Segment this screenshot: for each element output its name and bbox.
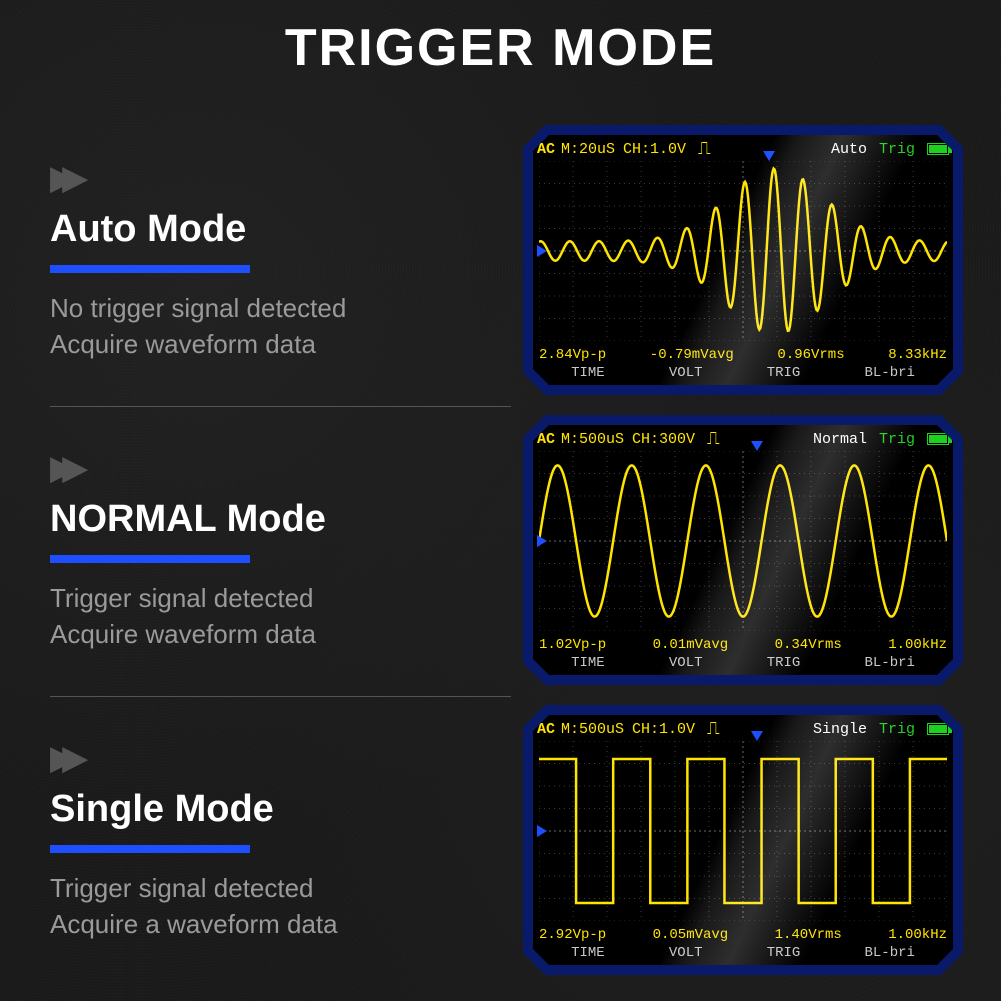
- scope-status-bar: AC M:500uS CH:300V ⎍ Normal Trig: [537, 429, 949, 449]
- menu-row: TIMEVOLTTRIGBL-bri: [539, 655, 947, 671]
- coupling-label: AC: [537, 431, 555, 448]
- menu-row: TIMEVOLTTRIGBL-bri: [539, 945, 947, 961]
- zero-marker-icon: [537, 245, 547, 257]
- zero-marker-icon: [537, 535, 547, 547]
- underline: [50, 845, 250, 853]
- measurements-row: 2.84Vp-p-0.79mVavg0.96Vrms8.33kHz: [539, 347, 947, 363]
- channel-label: CH:1.0V: [632, 721, 695, 738]
- mode-title: Single Mode: [50, 788, 500, 831]
- channel-label: CH:300V: [632, 431, 695, 448]
- coupling-label: AC: [537, 141, 555, 158]
- scope-frame: AC M:20uS CH:1.0V ⎍ Auto Trig 2.84Vp-p-0…: [523, 125, 963, 395]
- scope-grid: [539, 741, 947, 921]
- trigger-mode-label: Normal: [813, 431, 867, 448]
- trigger-mode-label: Single: [813, 721, 867, 738]
- trig-label: Trig: [879, 431, 915, 448]
- mode-row-auto: ▶▶ Auto Mode No trigger signal detected …: [0, 120, 1001, 400]
- oscilloscope-auto: AC M:20uS CH:1.0V ⎍ Auto Trig 2.84Vp-p-0…: [523, 125, 963, 395]
- mode-description: Trigger signal detected Acquire a wavefo…: [50, 871, 500, 941]
- mode-row-single: ▶▶ Single Mode Trigger signal detected A…: [0, 700, 1001, 980]
- divider: [50, 406, 511, 407]
- scope-grid: [539, 161, 947, 341]
- scope-status-bar: AC M:500uS CH:1.0V ⎍ Single Trig: [537, 719, 949, 739]
- trig-label: Trig: [879, 721, 915, 738]
- underline: [50, 265, 250, 273]
- trig-label: Trig: [879, 141, 915, 158]
- timebase-label: M:500uS: [561, 721, 624, 738]
- edge-icon: ⎍: [698, 139, 711, 160]
- timebase-label: M:20uS: [561, 141, 615, 158]
- trigger-mode-label: Auto: [831, 141, 867, 158]
- channel-label: CH:1.0V: [623, 141, 686, 158]
- menu-row: TIMEVOLTTRIGBL-bri: [539, 365, 947, 381]
- mode-title: Auto Mode: [50, 208, 500, 251]
- scope-screen: AC M:500uS CH:300V ⎍ Normal Trig 1.02Vp-…: [533, 425, 953, 675]
- scope-screen: AC M:500uS CH:1.0V ⎍ Single Trig 2.92Vp-…: [533, 715, 953, 965]
- trigger-marker-icon: [751, 731, 763, 741]
- scope-screen: AC M:20uS CH:1.0V ⎍ Auto Trig 2.84Vp-p-0…: [533, 135, 953, 385]
- oscilloscope-normal: AC M:500uS CH:300V ⎍ Normal Trig 1.02Vp-…: [523, 415, 963, 685]
- mode-title: NORMAL Mode: [50, 498, 500, 541]
- mode-row-normal: ▶▶ NORMAL Mode Trigger signal detected A…: [0, 410, 1001, 690]
- mode-description: Trigger signal detected Acquire waveform…: [50, 581, 500, 651]
- timebase-label: M:500uS: [561, 431, 624, 448]
- oscilloscope-single: AC M:500uS CH:1.0V ⎍ Single Trig 2.92Vp-…: [523, 705, 963, 975]
- battery-icon: [927, 723, 949, 735]
- page-title: TRIGGER MODE: [0, 18, 1001, 78]
- battery-icon: [927, 433, 949, 445]
- measurements-row: 2.92Vp-p0.05mVavg1.40Vrms1.00kHz: [539, 927, 947, 943]
- zero-marker-icon: [537, 825, 547, 837]
- scope-frame: AC M:500uS CH:300V ⎍ Normal Trig 1.02Vp-…: [523, 415, 963, 685]
- scope-status-bar: AC M:20uS CH:1.0V ⎍ Auto Trig: [537, 139, 949, 159]
- forward-icon: ▶▶: [50, 738, 500, 778]
- trigger-marker-icon: [763, 151, 775, 161]
- trigger-marker-icon: [751, 441, 763, 451]
- scope-grid: [539, 451, 947, 631]
- coupling-label: AC: [537, 721, 555, 738]
- underline: [50, 555, 250, 563]
- mode-description: No trigger signal detected Acquire wavef…: [50, 291, 500, 361]
- edge-icon: ⎍: [707, 429, 720, 450]
- battery-icon: [927, 143, 949, 155]
- edge-icon: ⎍: [707, 719, 720, 740]
- forward-icon: ▶▶: [50, 448, 500, 488]
- scope-frame: AC M:500uS CH:1.0V ⎍ Single Trig 2.92Vp-…: [523, 705, 963, 975]
- forward-icon: ▶▶: [50, 158, 500, 198]
- divider: [50, 696, 511, 697]
- measurements-row: 1.02Vp-p0.01mVavg0.34Vrms1.00kHz: [539, 637, 947, 653]
